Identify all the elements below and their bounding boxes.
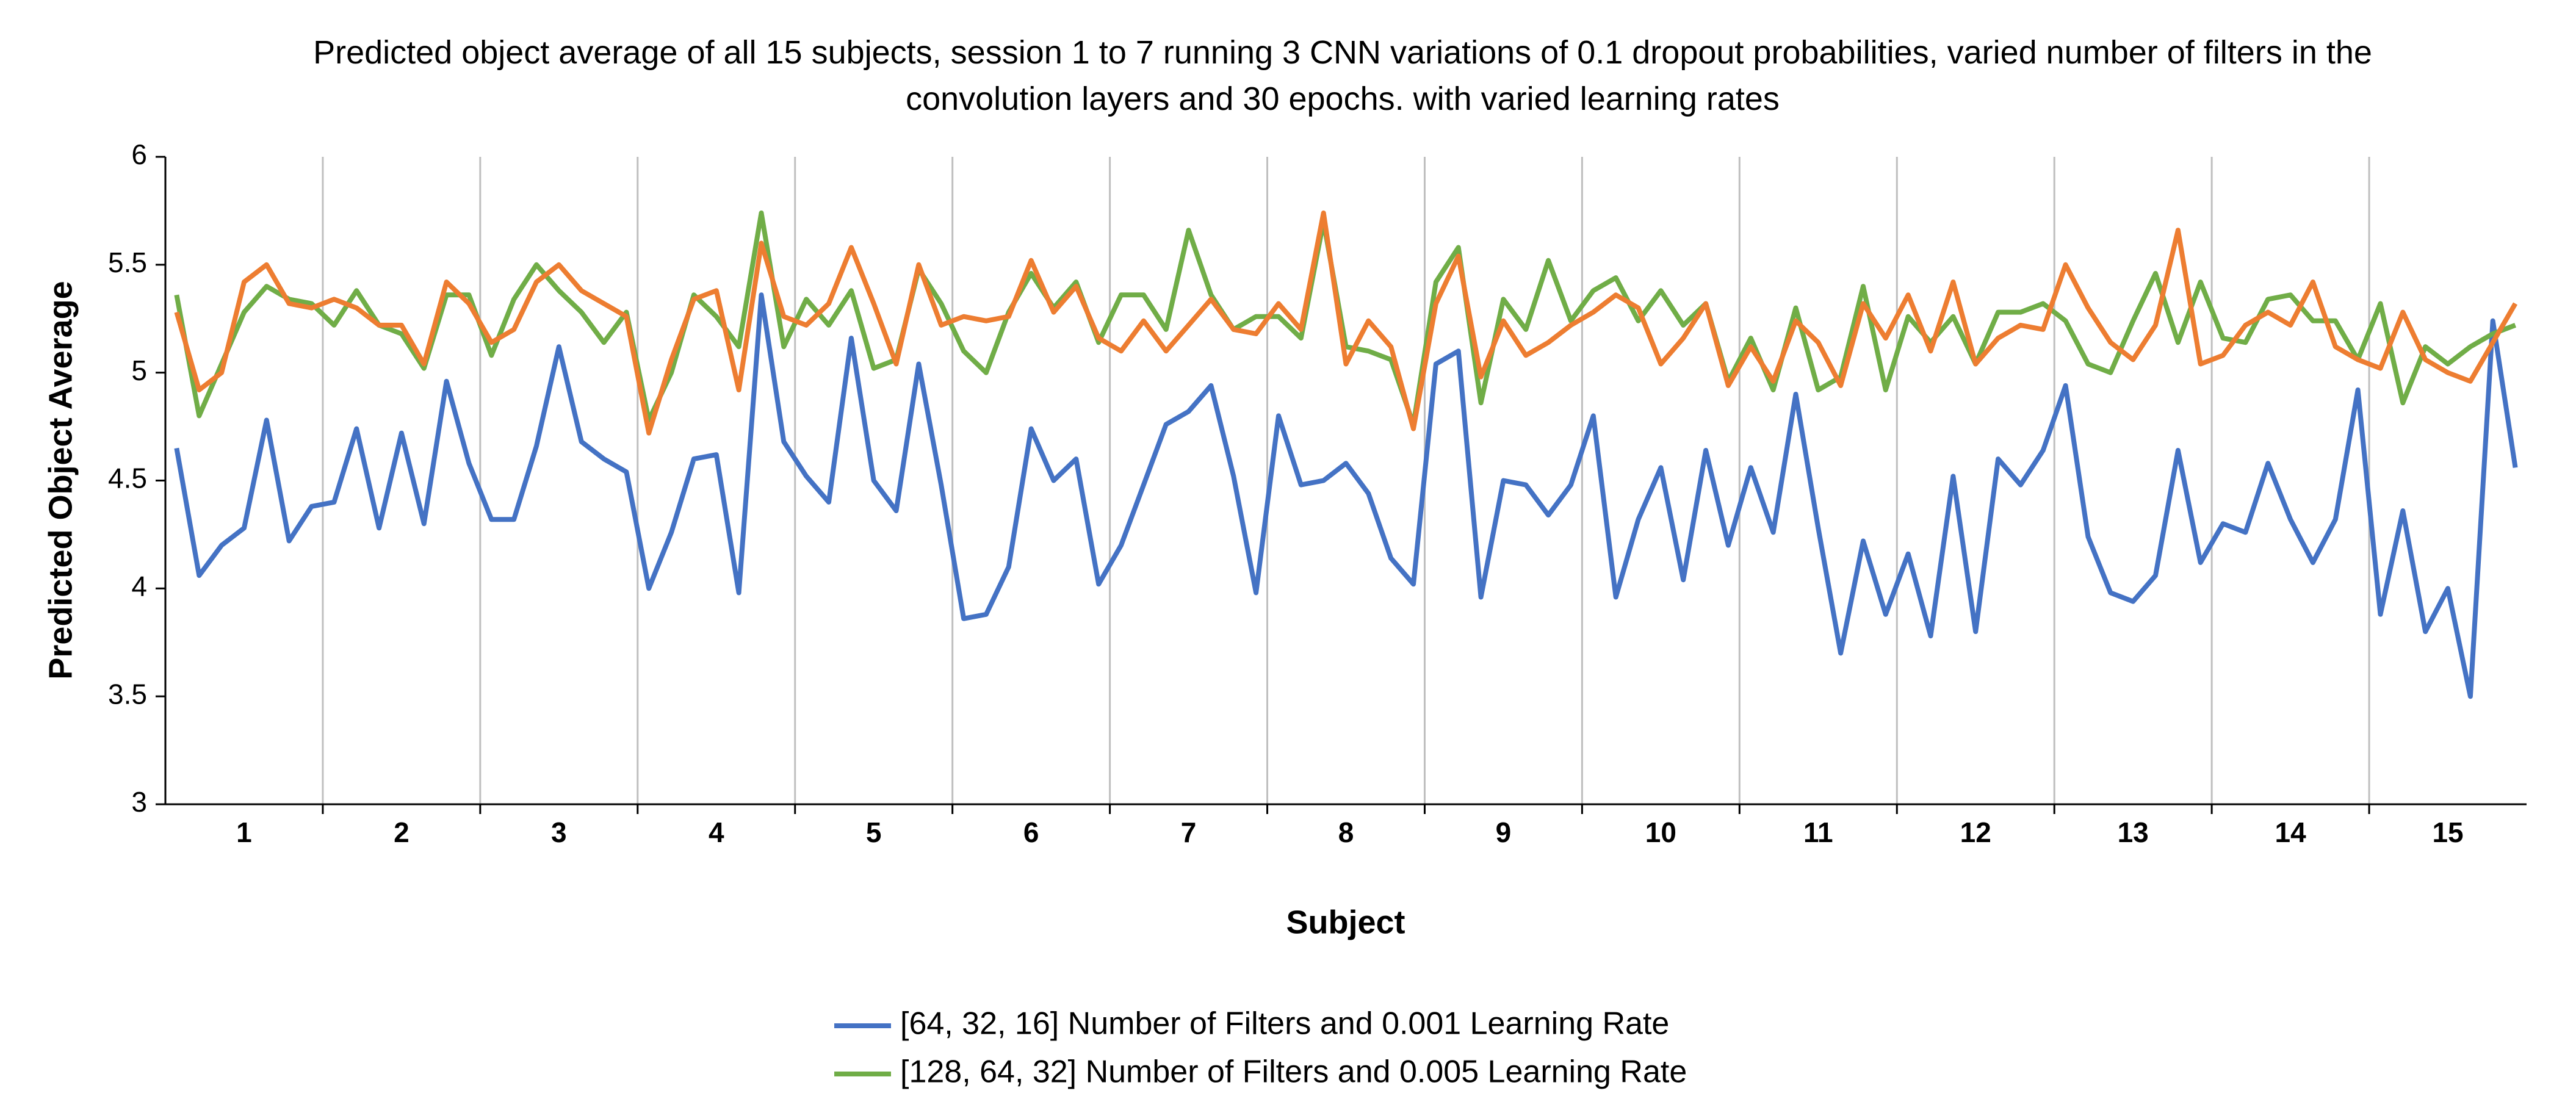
y-axis-label: Predicted Object Average — [42, 281, 79, 679]
x-tick-label: 13 — [2118, 816, 2149, 848]
legend-label: [128, 64, 32] Number of Filters and 0.00… — [900, 1054, 1687, 1090]
y-tick-label: 5 — [131, 355, 147, 386]
x-tick-label: 9 — [1496, 816, 1512, 848]
y-tick-label: 4.5 — [108, 463, 147, 494]
y-tick-label: 3 — [131, 786, 147, 818]
x-tick-label: 11 — [1803, 816, 1833, 848]
x-tick-label: 8 — [1338, 816, 1354, 848]
series-line — [174, 211, 2518, 436]
legend-label: [64, 32, 16] Number of Filters and 0.001… — [900, 1006, 1669, 1042]
y-tick-label: 4 — [131, 570, 147, 602]
x-tick-label: 14 — [2275, 816, 2307, 848]
x-tick-label: 6 — [1023, 816, 1039, 848]
x-tick-label: 10 — [1645, 816, 1676, 848]
y-tick-label: 6 — [131, 139, 147, 170]
x-tick-label: 12 — [1960, 816, 1991, 848]
x-tick-label: 3 — [551, 816, 567, 848]
chart-title: Predicted object average of all 15 subje… — [313, 34, 2372, 117]
y-tick-label: 5.5 — [108, 247, 147, 278]
x-tick-label: 4 — [709, 816, 724, 848]
x-tick-label: 15 — [2432, 816, 2463, 848]
x-tick-label: 1 — [236, 816, 252, 848]
x-tick-label: 7 — [1181, 816, 1197, 848]
x-axis-label: Subject — [1286, 904, 1405, 940]
series-line — [174, 211, 2517, 427]
series-line — [174, 292, 2518, 699]
y-tick-label: 3.5 — [108, 678, 147, 710]
x-tick-label: 2 — [394, 816, 409, 848]
x-tick-label: 5 — [866, 816, 882, 848]
